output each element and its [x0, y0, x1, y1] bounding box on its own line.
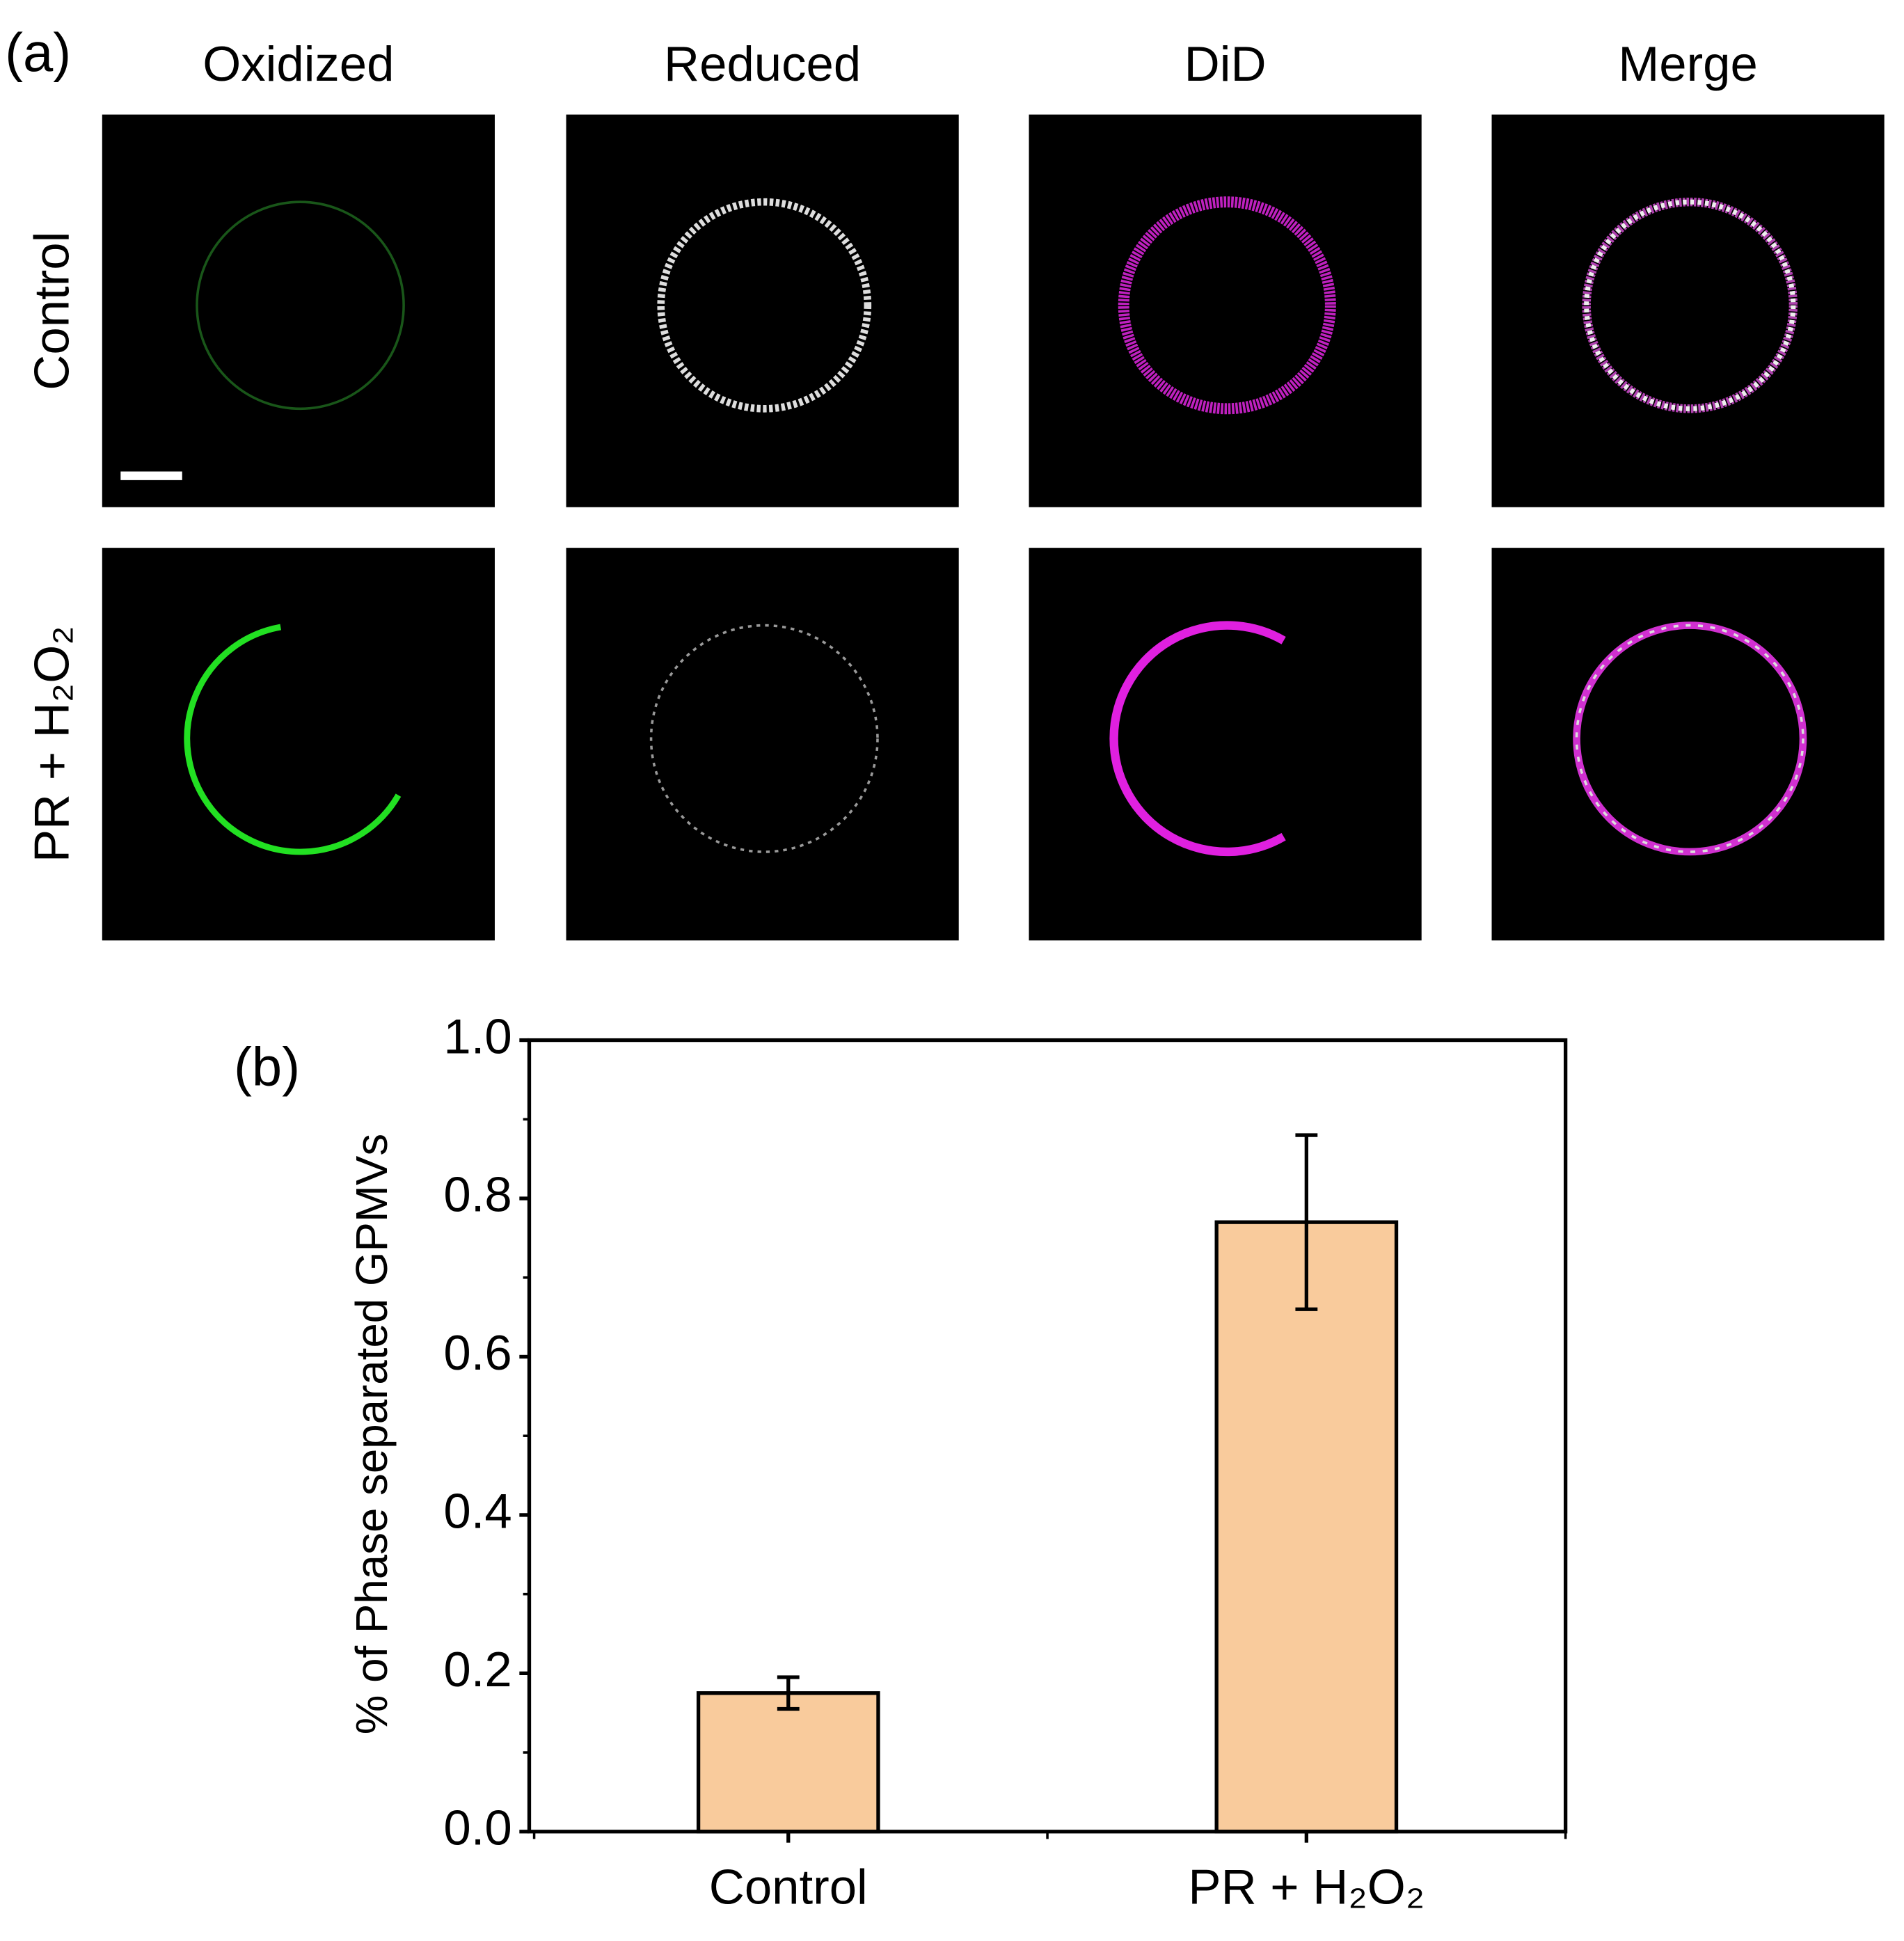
- micrograph: [102, 548, 495, 941]
- bar: [696, 1691, 880, 1834]
- x-tick-label: PR + H₂O₂: [1188, 1859, 1425, 1914]
- micrograph: [1029, 548, 1422, 941]
- micrograph: [1491, 548, 1885, 941]
- micrograph: [566, 548, 959, 941]
- y-tick-label: 0.4: [443, 1484, 511, 1539]
- y-tick-label: 0.8: [443, 1167, 511, 1222]
- plot-frame: [527, 1038, 1568, 1834]
- y-tick-label: 0.6: [443, 1325, 511, 1380]
- column-label: DiD: [1184, 36, 1267, 91]
- row-label: Control: [24, 232, 79, 390]
- column-label: Oxidized: [203, 36, 394, 91]
- micrograph: [1491, 114, 1885, 507]
- micrograph: [1029, 114, 1422, 507]
- membrane: [649, 624, 879, 853]
- micrograph: [102, 114, 495, 507]
- micrograph: [566, 114, 959, 507]
- micrographs: Oxidized Reduced DiD Merge Control PR + H₂O₂: [24, 36, 1885, 941]
- y-axis-label: % of Phase separated GPMVs: [347, 1134, 397, 1734]
- membrane: [1109, 621, 1286, 857]
- y-tick-label: 1.0: [443, 1008, 511, 1063]
- panel-label: (a): [5, 23, 71, 83]
- column-label: Reduced: [664, 36, 861, 91]
- membrane: [1118, 196, 1336, 415]
- bar: [1214, 1220, 1399, 1834]
- membrane: [184, 624, 402, 855]
- scale-bar: [120, 471, 182, 480]
- membrane: [657, 198, 872, 413]
- membrane: [1584, 199, 1796, 411]
- y-tick-label: 0.2: [443, 1642, 511, 1697]
- panel-label: (b): [234, 1037, 300, 1097]
- column-label: Merge: [1618, 36, 1758, 91]
- membrane: [1575, 624, 1804, 853]
- row-label: PR + H₂O₂: [24, 626, 79, 862]
- membrane: [196, 200, 405, 411]
- x-tick-label: Control: [709, 1859, 868, 1914]
- y-tick-label: 0.0: [443, 1800, 511, 1855]
